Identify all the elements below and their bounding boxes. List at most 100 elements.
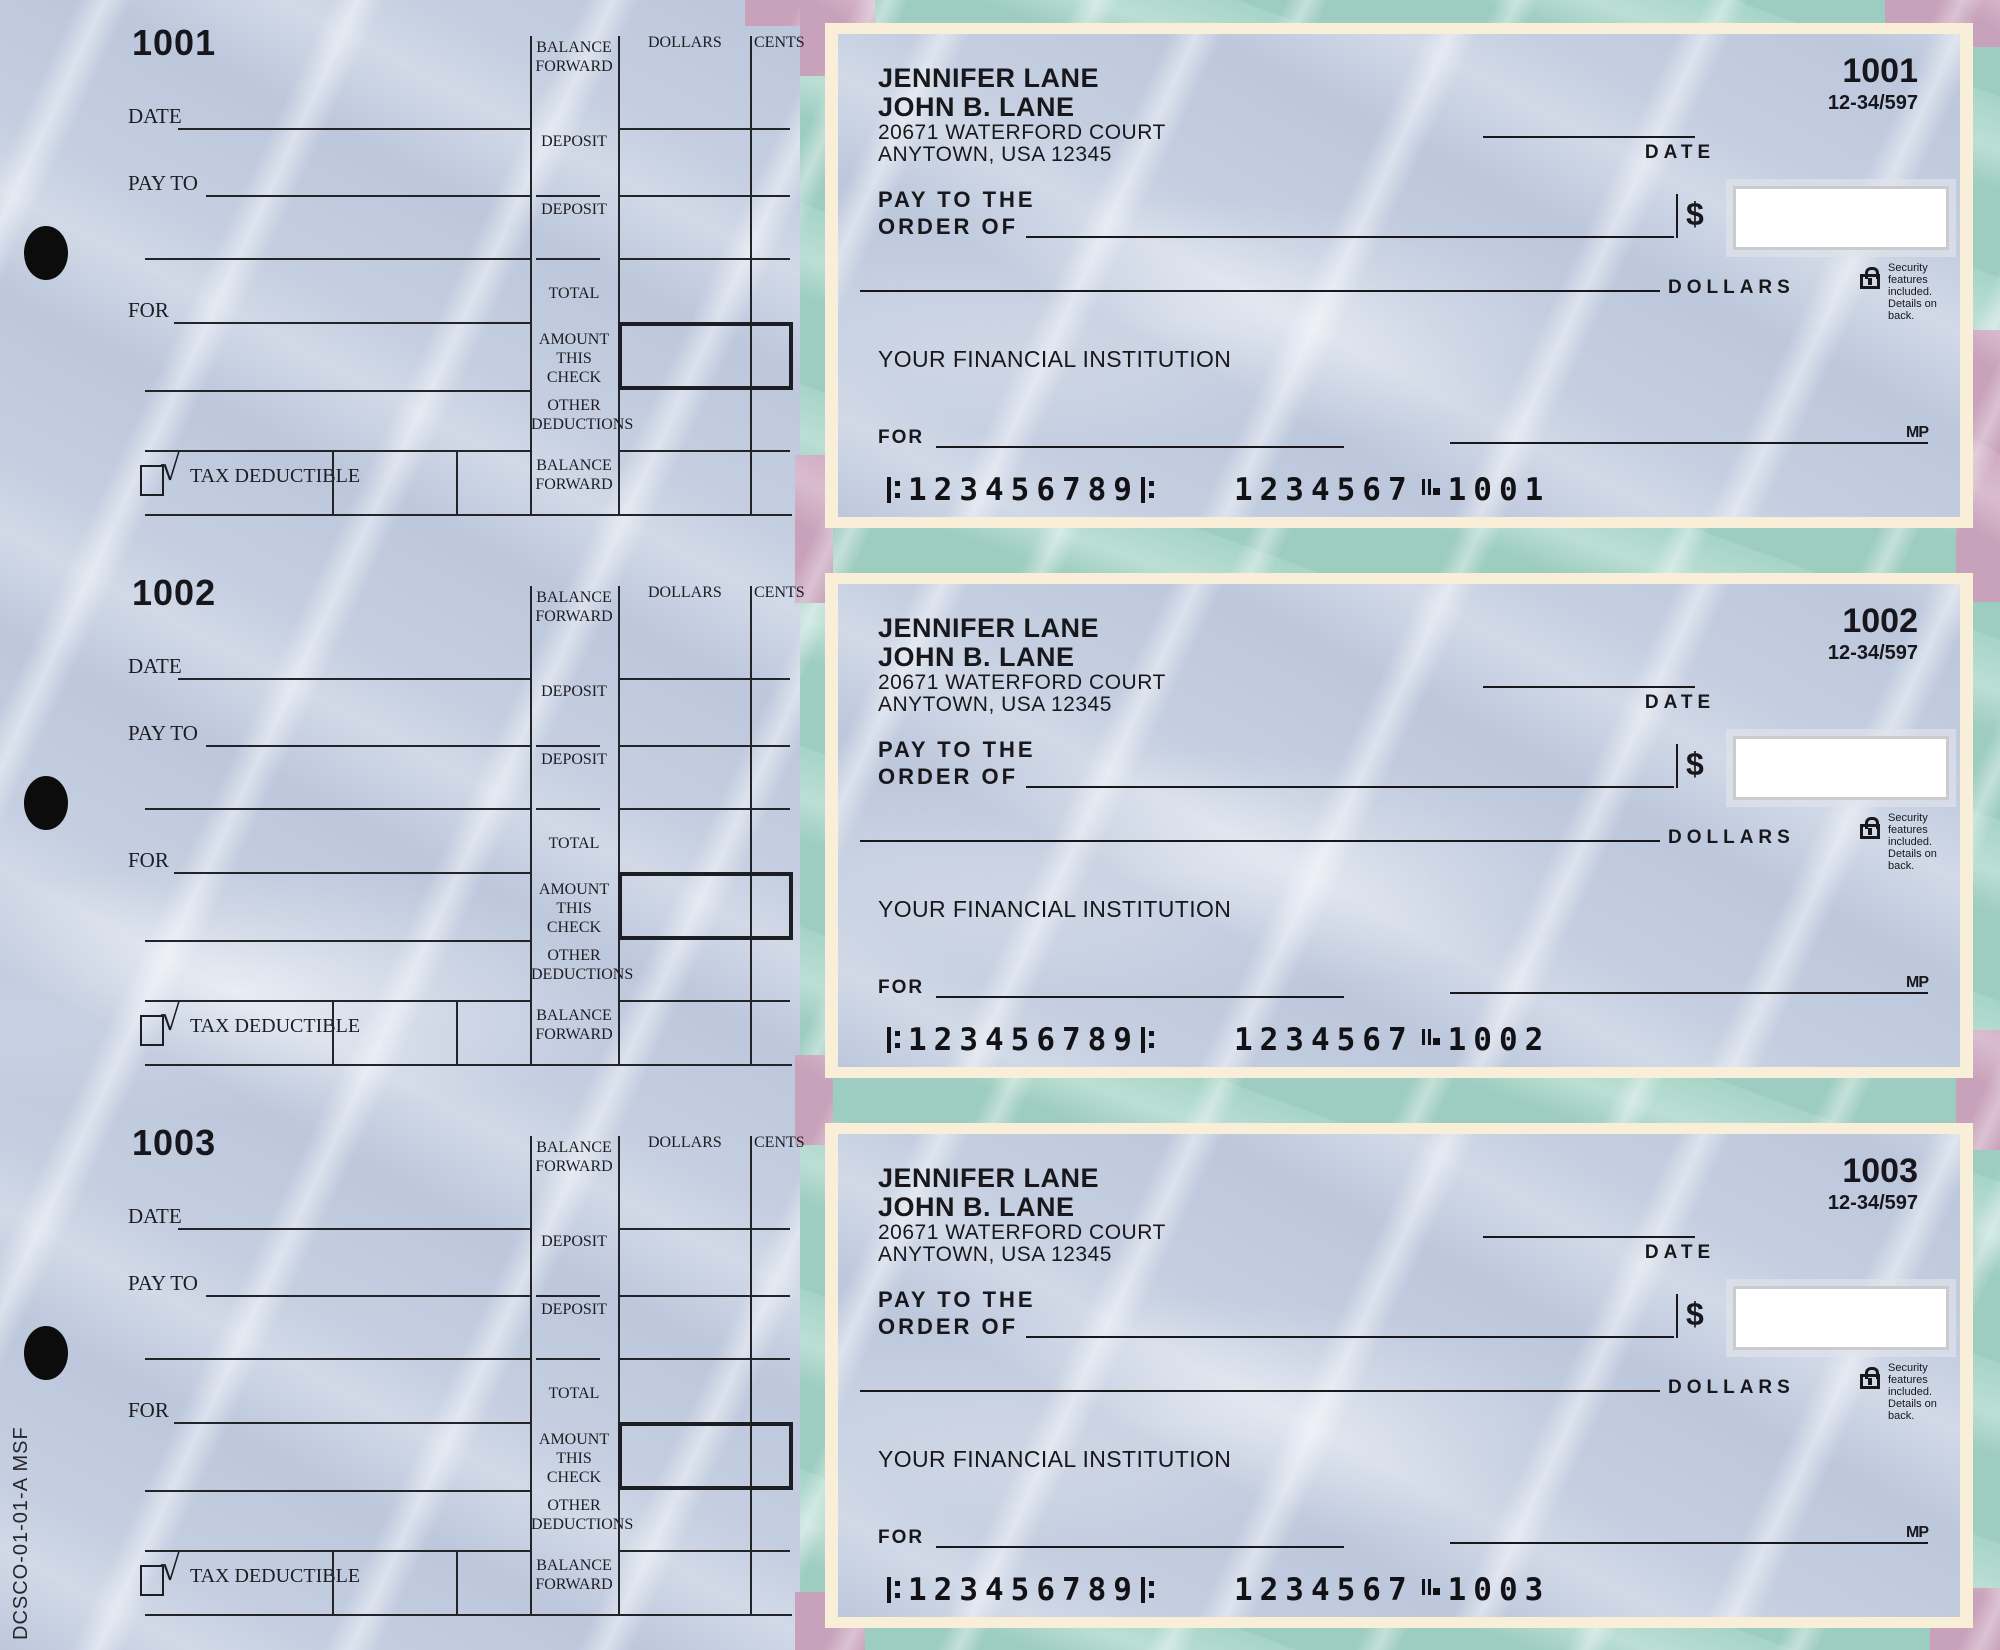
stub-date-line <box>178 678 530 680</box>
check-paper: JENNIFER LANE JOHN B. LANE 20671 WATERFO… <box>838 34 1960 517</box>
ledger-row-line <box>618 195 790 197</box>
ledger-row-label: AMOUNT THIS CHECK <box>538 881 610 936</box>
ledger-cents-header: CENTS <box>754 584 805 601</box>
stub-pay-to-line <box>206 745 530 747</box>
ledger-dollars-column-line <box>618 1136 620 1614</box>
check-body: JENNIFER LANE JOHN B. LANE 20671 WATERFO… <box>825 23 1973 528</box>
stub-date-line <box>178 128 530 130</box>
ledger-label-column-line <box>530 586 532 1064</box>
security-note-line: Details on back. <box>1888 848 1937 872</box>
tax-deductible-label: TAX DEDUCTIBLE <box>190 1565 361 1587</box>
stub-for-line <box>174 1422 530 1424</box>
micr-line: 123456789 1234567 1002 <box>885 1022 1550 1058</box>
check-number: 1002 <box>1842 602 1918 640</box>
ledger-row-line <box>618 745 790 747</box>
ledger-row-label: DEPOSIT <box>541 1301 607 1318</box>
amount-this-check-box <box>618 322 793 390</box>
ledger-short-line <box>536 1358 600 1360</box>
payor-name: JENNIFER LANE <box>878 1163 1100 1193</box>
amount-words-line <box>860 290 1660 292</box>
micr-transit-symbol <box>1140 1025 1156 1055</box>
stub-tax-row-top-line <box>145 1550 530 1552</box>
stub-for-label: FOR <box>128 298 169 322</box>
stub-pay-to-line <box>206 1295 530 1297</box>
micr-transit-symbol <box>887 1575 902 1605</box>
routing-fraction: 12-34/597 <box>1827 92 1918 114</box>
ledger-row-line <box>618 128 790 130</box>
amount-tick-line <box>1676 194 1678 238</box>
ledger-dollars-column-line <box>618 36 620 514</box>
stub-tax-row-top-line <box>145 1000 530 1002</box>
ledger-row-label: AMOUNT THIS CHECK <box>538 1431 610 1486</box>
ledger-row-label: BALANCE FORWARD <box>535 457 613 493</box>
micr-routing-number: 123456789 <box>908 1572 1139 1608</box>
financial-institution-name: YOUR FINANCIAL INSTITUTION <box>878 346 1232 372</box>
financial-institution-name: YOUR FINANCIAL INSTITUTION <box>878 896 1232 922</box>
micr-routing-number: 123456789 <box>908 472 1139 508</box>
stub-blank-line <box>145 258 530 260</box>
payor-name: JENNIFER LANE <box>878 63 1100 93</box>
routing-fraction: 12-34/597 <box>1827 1192 1918 1214</box>
tax-deductible-checkbox <box>140 1015 164 1046</box>
ledger-cents-header: CENTS <box>754 34 805 51</box>
stub-blank-line <box>145 940 530 942</box>
stub-date-label: DATE <box>128 654 182 678</box>
payor-block: JENNIFER LANE JOHN B. LANE 20671 WATERFO… <box>878 614 1166 716</box>
payor-name: JOHN B. LANE <box>878 92 1075 122</box>
ledger-row-line <box>618 1228 790 1230</box>
check-number: 1001 <box>1842 52 1918 90</box>
ledger-cents-column-line <box>750 36 752 514</box>
security-note-line: Security features <box>1888 1362 1928 1386</box>
security-note-line: Details on back. <box>1888 1398 1937 1422</box>
stub-bottom-line <box>145 514 792 516</box>
micr-account-number: 1234567 <box>1233 472 1414 508</box>
ledger-cents-header: CENTS <box>754 1134 805 1151</box>
ledger-cents-column-line <box>750 1136 752 1614</box>
tax-box-divider <box>456 450 458 514</box>
ledger-dollars-header: DOLLARS <box>648 1134 722 1151</box>
ledger-row-label: TOTAL <box>548 835 600 852</box>
micr-check-number: 1001 <box>1447 472 1551 508</box>
stub-blank-line <box>145 808 530 810</box>
ledger-row-line <box>618 258 790 260</box>
micr-account-number: 1234567 <box>1233 1022 1414 1058</box>
pay-to-order-label: PAY TO THE ORDER OF <box>878 736 1036 790</box>
stub-bottom-line <box>145 1064 792 1066</box>
payor-name: JENNIFER LANE <box>878 613 1100 643</box>
security-note-line: Security features <box>1888 812 1928 836</box>
signature-line <box>1450 1542 1928 1544</box>
pay-to-order-label: PAY TO THE ORDER OF <box>878 186 1036 240</box>
payor-address: 20671 WATERFORD COURT <box>878 671 1166 694</box>
payor-address: 20671 WATERFORD COURT <box>878 121 1166 144</box>
date-line <box>1483 686 1695 688</box>
security-lock-icon <box>1860 1367 1880 1389</box>
signature-line <box>1450 442 1928 444</box>
ledger-short-line <box>536 808 600 810</box>
amount-tick-line <box>1676 744 1678 788</box>
security-note-line: included. <box>1888 286 1933 298</box>
micr-transit-symbol <box>1140 475 1156 505</box>
memo-line <box>936 996 1344 998</box>
micr-on-us-symbol <box>1421 1025 1440 1055</box>
check-number: 1003 <box>1842 1152 1918 1190</box>
amount-this-check-box <box>618 872 793 940</box>
tax-deductible-label: TAX DEDUCTIBLE <box>190 1015 361 1037</box>
financial-institution-name: YOUR FINANCIAL INSTITUTION <box>878 1446 1232 1472</box>
order-of-text: ORDER OF <box>878 764 1019 789</box>
ledger-row-label: TOTAL <box>548 285 600 302</box>
dollars-label: DOLLARS <box>1668 277 1795 298</box>
ledger-row-label: BALANCE FORWARD <box>535 1139 613 1175</box>
security-note-line: included. <box>1888 1386 1933 1398</box>
security-note: Security features included. Details on b… <box>1888 812 1960 872</box>
routing-fraction: 12-34/597 <box>1827 642 1918 664</box>
ledger-row-line <box>618 808 790 810</box>
stub-pay-to-label: PAY TO <box>128 1271 198 1295</box>
order-of-text: ORDER OF <box>878 214 1019 239</box>
ledger-cents-column-line <box>750 586 752 1064</box>
stub-for-label: FOR <box>128 1398 169 1422</box>
stub-pay-to-label: PAY TO <box>128 171 198 195</box>
stub-for-line <box>174 322 530 324</box>
date-line <box>1483 1236 1695 1238</box>
tax-box-divider <box>332 1000 334 1064</box>
